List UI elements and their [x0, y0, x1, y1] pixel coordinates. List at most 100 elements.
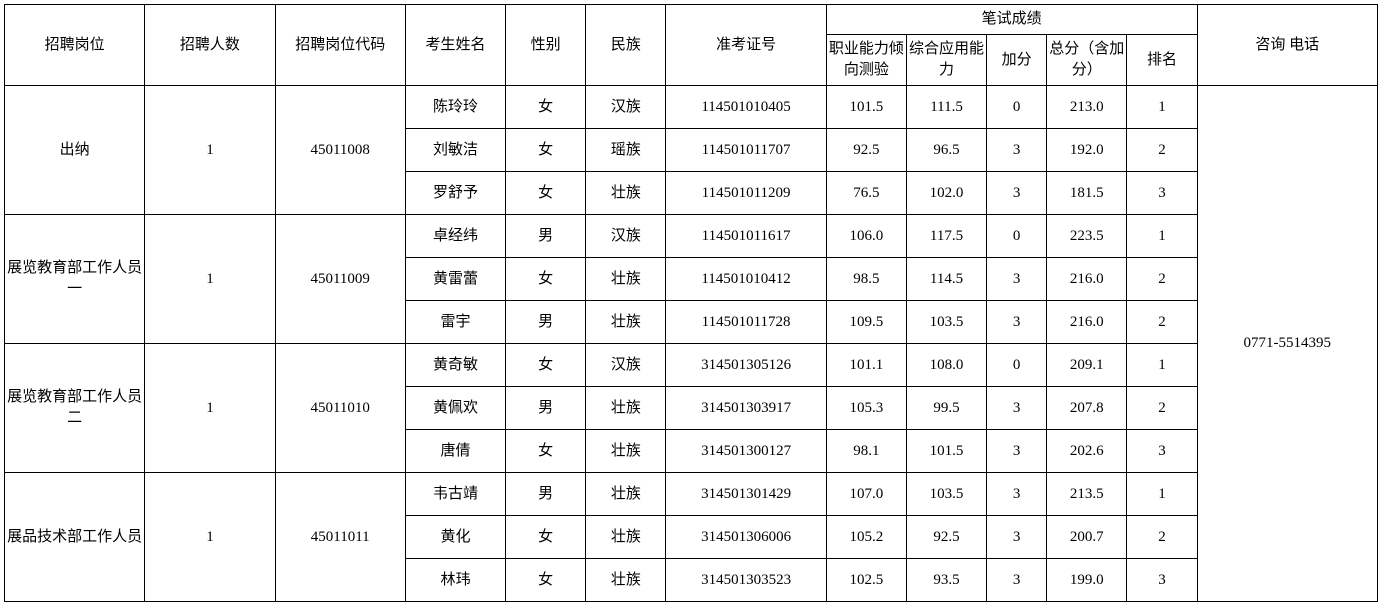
cell-ethnic: 汉族 [586, 215, 666, 258]
cell-sc1: 101.5 [826, 86, 906, 129]
cell-total: 199.0 [1047, 559, 1127, 602]
cell-ethnic: 壮族 [586, 473, 666, 516]
cell-count: 1 [145, 86, 275, 215]
cell-total: 202.6 [1047, 430, 1127, 473]
cell-position: 展品技术部工作人员 [5, 473, 145, 602]
cell-sex: 女 [506, 172, 586, 215]
cell-name: 黄化 [405, 516, 505, 559]
cell-examno: 114501011728 [666, 301, 826, 344]
cell-position: 出纳 [5, 86, 145, 215]
cell-name: 黄奇敏 [405, 344, 505, 387]
cell-bonus: 3 [987, 387, 1047, 430]
hdr-name: 考生姓名 [405, 5, 505, 86]
cell-sc1: 98.1 [826, 430, 906, 473]
table-header: 招聘岗位 招聘人数 招聘岗位代码 考生姓名 性别 民族 准考证号 笔试成绩 咨询… [5, 5, 1378, 86]
cell-sc1: 107.0 [826, 473, 906, 516]
cell-bonus: 3 [987, 516, 1047, 559]
score-table: 招聘岗位 招聘人数 招聘岗位代码 考生姓名 性别 民族 准考证号 笔试成绩 咨询… [4, 4, 1378, 602]
cell-examno: 114501011617 [666, 215, 826, 258]
cell-rank: 3 [1127, 172, 1197, 215]
cell-position: 展览教育部工作人员一 [5, 215, 145, 344]
cell-examno: 314501300127 [666, 430, 826, 473]
cell-sex: 女 [506, 430, 586, 473]
cell-rank: 3 [1127, 559, 1197, 602]
table-row: 展览教育部工作人员二145011010黄奇敏女汉族314501305126101… [5, 344, 1378, 387]
cell-sc2: 101.5 [906, 430, 986, 473]
cell-sex: 女 [506, 129, 586, 172]
cell-bonus: 3 [987, 301, 1047, 344]
cell-examno: 314501305126 [666, 344, 826, 387]
cell-bonus: 3 [987, 559, 1047, 602]
hdr-code: 招聘岗位代码 [275, 5, 405, 86]
cell-sc2: 117.5 [906, 215, 986, 258]
cell-sc2: 111.5 [906, 86, 986, 129]
hdr-ethnic: 民族 [586, 5, 666, 86]
cell-ethnic: 瑶族 [586, 129, 666, 172]
cell-bonus: 0 [987, 344, 1047, 387]
cell-name: 陈玲玲 [405, 86, 505, 129]
cell-sc1: 105.3 [826, 387, 906, 430]
cell-bonus: 3 [987, 430, 1047, 473]
cell-rank: 2 [1127, 258, 1197, 301]
cell-sc2: 93.5 [906, 559, 986, 602]
cell-sc1: 92.5 [826, 129, 906, 172]
cell-rank: 3 [1127, 430, 1197, 473]
cell-sc2: 102.0 [906, 172, 986, 215]
cell-total: 216.0 [1047, 301, 1127, 344]
table-body: 出纳145011008陈玲玲女汉族114501010405101.5111.50… [5, 86, 1378, 602]
cell-sex: 男 [506, 215, 586, 258]
cell-rank: 2 [1127, 301, 1197, 344]
hdr-sc2: 综合应用能力 [906, 35, 986, 86]
cell-count: 1 [145, 473, 275, 602]
cell-ethnic: 壮族 [586, 430, 666, 473]
hdr-count: 招聘人数 [145, 5, 275, 86]
cell-bonus: 3 [987, 172, 1047, 215]
cell-code: 45011010 [275, 344, 405, 473]
cell-total: 223.5 [1047, 215, 1127, 258]
hdr-rank: 排名 [1127, 35, 1197, 86]
hdr-examno: 准考证号 [666, 5, 826, 86]
cell-bonus: 3 [987, 129, 1047, 172]
cell-total: 207.8 [1047, 387, 1127, 430]
cell-sc1: 102.5 [826, 559, 906, 602]
cell-rank: 1 [1127, 86, 1197, 129]
cell-sex: 男 [506, 473, 586, 516]
cell-bonus: 3 [987, 473, 1047, 516]
cell-sc2: 114.5 [906, 258, 986, 301]
cell-code: 45011009 [275, 215, 405, 344]
cell-sc2: 103.5 [906, 301, 986, 344]
cell-rank: 1 [1127, 215, 1197, 258]
cell-bonus: 0 [987, 86, 1047, 129]
cell-sex: 女 [506, 559, 586, 602]
cell-position: 展览教育部工作人员二 [5, 344, 145, 473]
hdr-bonus: 加分 [987, 35, 1047, 86]
cell-ethnic: 壮族 [586, 516, 666, 559]
cell-total: 200.7 [1047, 516, 1127, 559]
hdr-sc1: 职业能力倾向测验 [826, 35, 906, 86]
cell-sex: 男 [506, 387, 586, 430]
cell-ethnic: 壮族 [586, 172, 666, 215]
cell-code: 45011011 [275, 473, 405, 602]
cell-sc1: 109.5 [826, 301, 906, 344]
cell-name: 卓经纬 [405, 215, 505, 258]
cell-sc1: 105.2 [826, 516, 906, 559]
cell-name: 唐倩 [405, 430, 505, 473]
cell-sc1: 98.5 [826, 258, 906, 301]
cell-examno: 114501010412 [666, 258, 826, 301]
hdr-sex: 性别 [506, 5, 586, 86]
hdr-position: 招聘岗位 [5, 5, 145, 86]
cell-sc2: 92.5 [906, 516, 986, 559]
cell-total: 209.1 [1047, 344, 1127, 387]
table-row: 出纳145011008陈玲玲女汉族114501010405101.5111.50… [5, 86, 1378, 129]
cell-ethnic: 壮族 [586, 301, 666, 344]
cell-total: 213.0 [1047, 86, 1127, 129]
table-row: 展览教育部工作人员一145011009卓经纬男汉族114501011617106… [5, 215, 1378, 258]
cell-examno: 114501010405 [666, 86, 826, 129]
cell-bonus: 0 [987, 215, 1047, 258]
hdr-total: 总分（含加分） [1047, 35, 1127, 86]
cell-sex: 男 [506, 301, 586, 344]
cell-name: 黄雷蕾 [405, 258, 505, 301]
cell-ethnic: 汉族 [586, 344, 666, 387]
cell-examno: 314501306006 [666, 516, 826, 559]
cell-sex: 女 [506, 344, 586, 387]
